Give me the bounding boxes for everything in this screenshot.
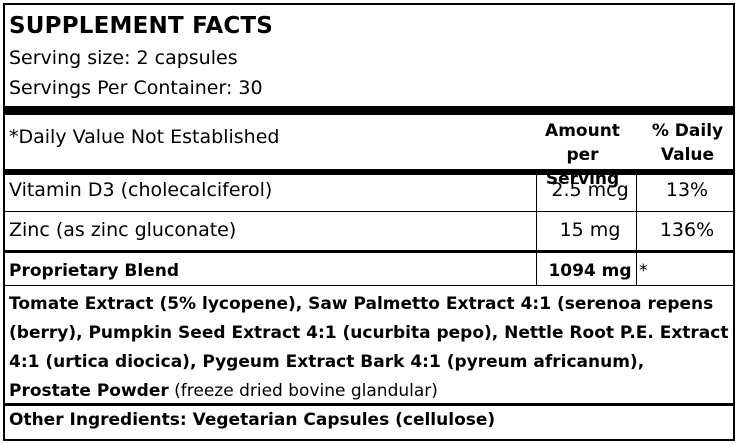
blend-ingredients: Tomate Extract (5% lycopene), Saw Palmet… [9,290,729,406]
panel-title: SUPPLEMENT FACTS [9,13,274,39]
thick-divider-bottom [5,403,733,406]
supplement-facts-panel: SUPPLEMENT FACTS Serving size: 2 capsule… [3,3,735,441]
dv-column-line [636,175,637,285]
daily-value-column-header: % Daily Value [645,119,730,167]
blend-name: Proprietary Blend [9,261,179,281]
blend-ingredients-bold: Tomate Extract (5% lycopene), Saw Palmet… [9,294,729,401]
nutrient-amount: 2.5 mcg [551,179,629,201]
blend-ingredients-regular: (freeze dried bovine glandular) [168,381,438,401]
amount-header-line1: Amount [545,121,620,141]
thick-divider-blend [5,250,733,253]
nutrient-name: Zinc (as zinc gluconate) [9,219,237,241]
serving-size: Serving size: 2 capsules [9,47,238,69]
nutrient-amount: 15 mg [559,219,621,241]
dv-header-line2: Value [660,145,715,165]
thick-divider-header [5,169,733,175]
nutrient-daily-value: 136% [659,219,715,241]
dv-header-line1: % Daily [651,121,724,141]
row-divider [5,211,733,212]
daily-value-note: *Daily Value Not Established [9,126,280,148]
row-divider [5,285,733,286]
servings-per-container: Servings Per Container: 30 [9,77,263,99]
thick-divider-top [5,106,733,115]
nutrient-daily-value: 13% [665,179,709,201]
amount-column-line [536,175,537,285]
nutrient-name: Vitamin D3 (cholecalciferol) [9,179,273,201]
blend-daily-value: * [639,261,648,281]
blend-amount: 1094 mg [548,261,632,281]
other-ingredients: Other Ingredients: Vegetarian Capsules (… [9,410,496,430]
